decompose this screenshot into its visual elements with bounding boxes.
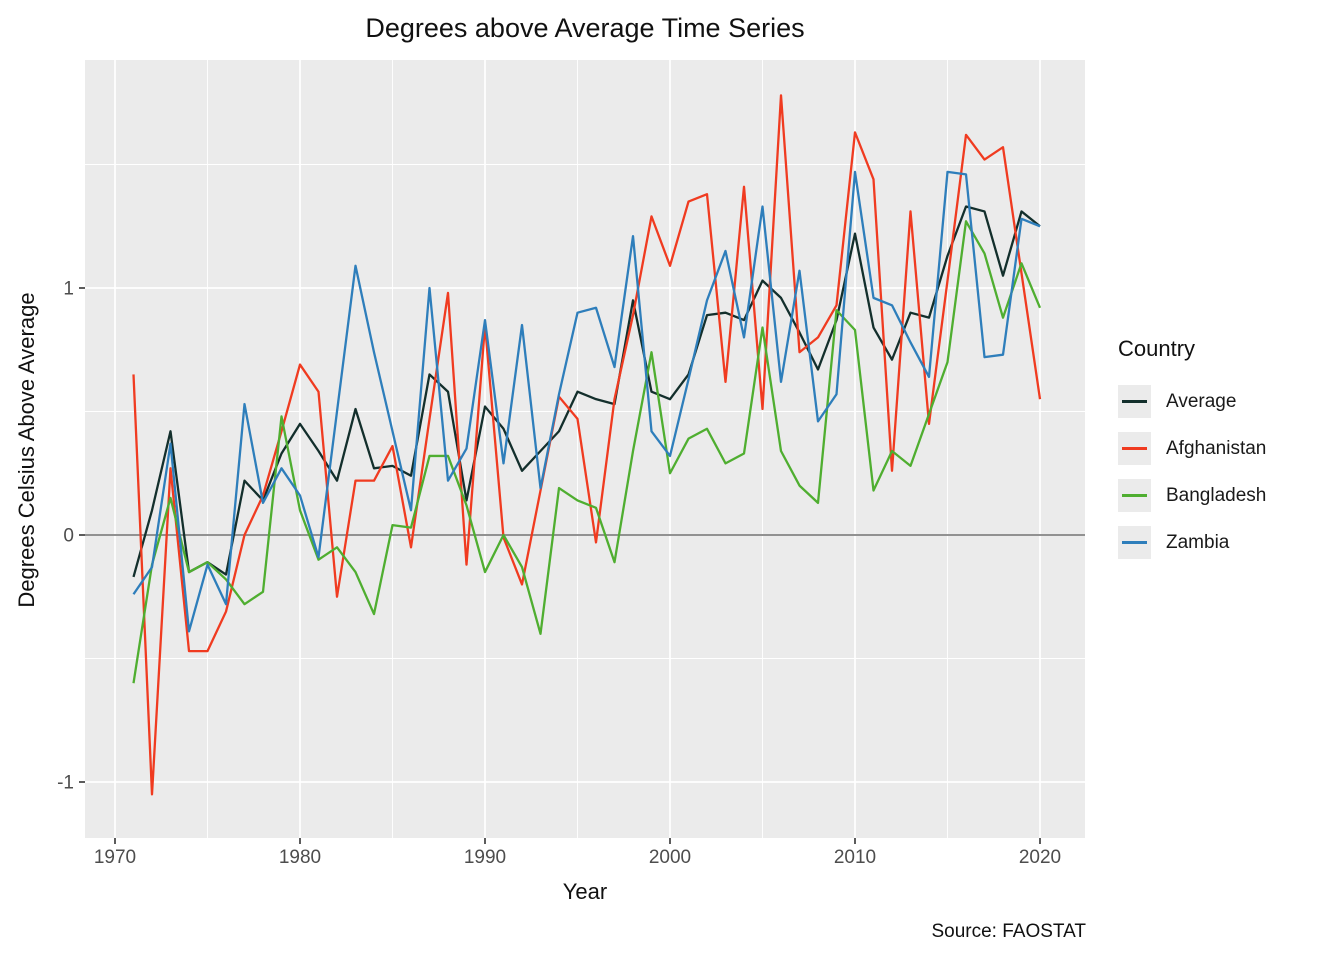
- x-tick-label: 2000: [649, 847, 691, 868]
- series-lines: [132, 94, 1042, 796]
- legend-label: Average: [1166, 390, 1237, 412]
- average-line: [132, 205, 1041, 578]
- y-axis-title: Degrees Celsius Above Average: [14, 292, 39, 608]
- x-axis-title: Year: [562, 879, 608, 904]
- legend-label: Zambia: [1166, 531, 1230, 553]
- legend: Country Average Afghanistan Bangladesh Z…: [1118, 336, 1344, 566]
- x-tick-label: 1970: [94, 847, 136, 868]
- zambia-line-swatch: [1122, 541, 1147, 544]
- legend-label: Bangladesh: [1166, 484, 1267, 506]
- legend-item-afghanistan: Afghanistan: [1118, 425, 1344, 472]
- axis-ticks: [79, 287, 1041, 844]
- y-tick-label: -1: [57, 773, 74, 794]
- y-tick-label: 1: [63, 279, 74, 300]
- y-tick-label: 0: [63, 526, 74, 547]
- x-tick-label: 2010: [834, 847, 876, 868]
- grid-minor: [85, 60, 1085, 838]
- bangladesh-line: [132, 220, 1042, 684]
- x-tick-label: 1980: [279, 847, 321, 868]
- x-tick-label: 1990: [464, 847, 506, 868]
- legend-item-average: Average: [1118, 378, 1344, 425]
- source-caption: Source: FAOSTAT: [931, 921, 1086, 942]
- legend-key-bangladesh: [1118, 479, 1151, 512]
- legend-label: Afghanistan: [1166, 437, 1267, 459]
- bangladesh-line-swatch: [1122, 494, 1147, 497]
- plot-panel: [85, 60, 1085, 838]
- average-line-swatch: [1122, 400, 1147, 403]
- page-title: Degrees above Average Time Series: [365, 13, 805, 43]
- legend-item-bangladesh: Bangladesh: [1118, 472, 1344, 519]
- legend-key-zambia: [1118, 526, 1151, 559]
- legend-title: Country: [1118, 336, 1196, 361]
- legend-key-average: [1118, 385, 1151, 418]
- zambia-line: [132, 170, 1041, 633]
- axis-tick-labels: 1970 1980 1990 2000 2010 2020 -1 0 1: [57, 279, 1061, 869]
- x-tick-label: 2020: [1019, 847, 1061, 868]
- legend-key-afghanistan: [1118, 432, 1151, 465]
- legend-item-zambia: Zambia: [1118, 519, 1344, 566]
- afghanistan-line: [132, 94, 1042, 796]
- afghanistan-line-swatch: [1122, 447, 1147, 450]
